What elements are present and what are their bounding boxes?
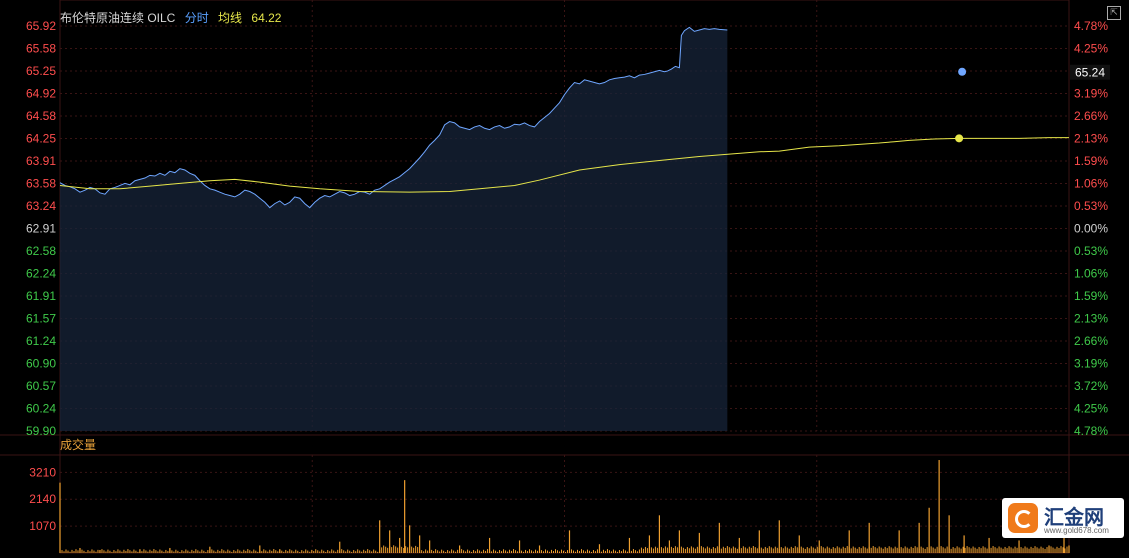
pct-tick-label: 3.72% bbox=[1074, 379, 1108, 393]
pct-tick-label: 1.06% bbox=[1074, 177, 1108, 191]
pct-tick-label: 4.25% bbox=[1074, 42, 1108, 56]
pct-tick-label: 0.00% bbox=[1074, 222, 1108, 236]
price-line bbox=[59, 26, 728, 209]
logo-text: 汇金网 bbox=[1044, 507, 1104, 529]
price-tick-label: 62.58 bbox=[26, 244, 56, 258]
pct-tick-label: 2.13% bbox=[1074, 312, 1108, 326]
price-marker bbox=[958, 67, 967, 76]
current-price-tag: 65.24 bbox=[1075, 66, 1105, 80]
expand-icon[interactable]: ⇱ bbox=[1107, 6, 1121, 20]
price-tick-label: 61.57 bbox=[26, 312, 56, 326]
pct-tick-label: 4.78% bbox=[1074, 424, 1108, 438]
avg-label: 均线 bbox=[218, 11, 243, 25]
pct-tick-label: 2.66% bbox=[1074, 109, 1108, 123]
volume-tick-label: 3210 bbox=[29, 465, 56, 479]
price-tick-label: 59.90 bbox=[26, 424, 56, 438]
price-tick-label: 65.58 bbox=[26, 42, 56, 56]
price-tick-label: 60.90 bbox=[26, 357, 56, 371]
avg-value: 64.22 bbox=[251, 11, 282, 25]
logo-url: www.gold678.com bbox=[1044, 526, 1109, 535]
pct-tick-label: 2.13% bbox=[1074, 132, 1108, 146]
price-tick-label: 65.92 bbox=[26, 19, 56, 33]
pct-tick-label: 4.25% bbox=[1074, 402, 1108, 416]
price-tick-label: 60.57 bbox=[26, 379, 56, 393]
pct-tick-label: 0.53% bbox=[1074, 244, 1108, 258]
price-tick-label: 63.58 bbox=[26, 177, 56, 191]
pct-tick-label: 0.53% bbox=[1074, 199, 1108, 213]
chart-header: 布伦特原油连续 OILC 分时 均线 64.22 bbox=[60, 9, 287, 26]
volume-tick-label: 2140 bbox=[29, 492, 56, 506]
price-tick-label: 62.24 bbox=[26, 267, 56, 281]
avg-marker bbox=[955, 134, 964, 143]
current-price-tag-bg bbox=[1070, 64, 1110, 80]
pct-tick-label: 3.19% bbox=[1074, 87, 1108, 101]
price-tick-label: 62.91 bbox=[26, 222, 56, 236]
pct-tick-label: 1.59% bbox=[1074, 289, 1108, 303]
price-tick-label: 64.25 bbox=[26, 132, 56, 146]
pct-tick-label: 4.78% bbox=[1074, 19, 1108, 33]
logo-mark-icon bbox=[1008, 503, 1038, 533]
pct-tick-label: 1.59% bbox=[1074, 154, 1108, 168]
avg-line bbox=[59, 137, 1069, 193]
price-tick-label: 65.25 bbox=[26, 64, 56, 78]
pct-tick-label: 1.06% bbox=[1074, 267, 1108, 281]
volume-title: 成交量 bbox=[60, 438, 97, 452]
price-tick-label: 61.24 bbox=[26, 334, 56, 348]
price-tick-label: 64.92 bbox=[26, 87, 56, 101]
price-area bbox=[60, 27, 728, 431]
price-tick-label: 61.91 bbox=[26, 289, 56, 303]
tab-timeshare[interactable]: 分时 bbox=[184, 11, 209, 25]
volume-tick-label: 1070 bbox=[29, 519, 56, 533]
price-tick-label: 64.58 bbox=[26, 109, 56, 123]
price-tick-label: 63.91 bbox=[26, 154, 56, 168]
instrument-name: 布伦特原油连续 OILC bbox=[60, 11, 176, 25]
brand-logo[interactable]: 汇金网 www.gold678.com bbox=[1002, 498, 1124, 538]
pct-tick-label: 3.19% bbox=[1074, 357, 1108, 371]
price-tick-label: 60.24 bbox=[26, 402, 56, 416]
pct-tick-label: 2.66% bbox=[1074, 334, 1108, 348]
price-tick-label: 63.24 bbox=[26, 199, 56, 213]
